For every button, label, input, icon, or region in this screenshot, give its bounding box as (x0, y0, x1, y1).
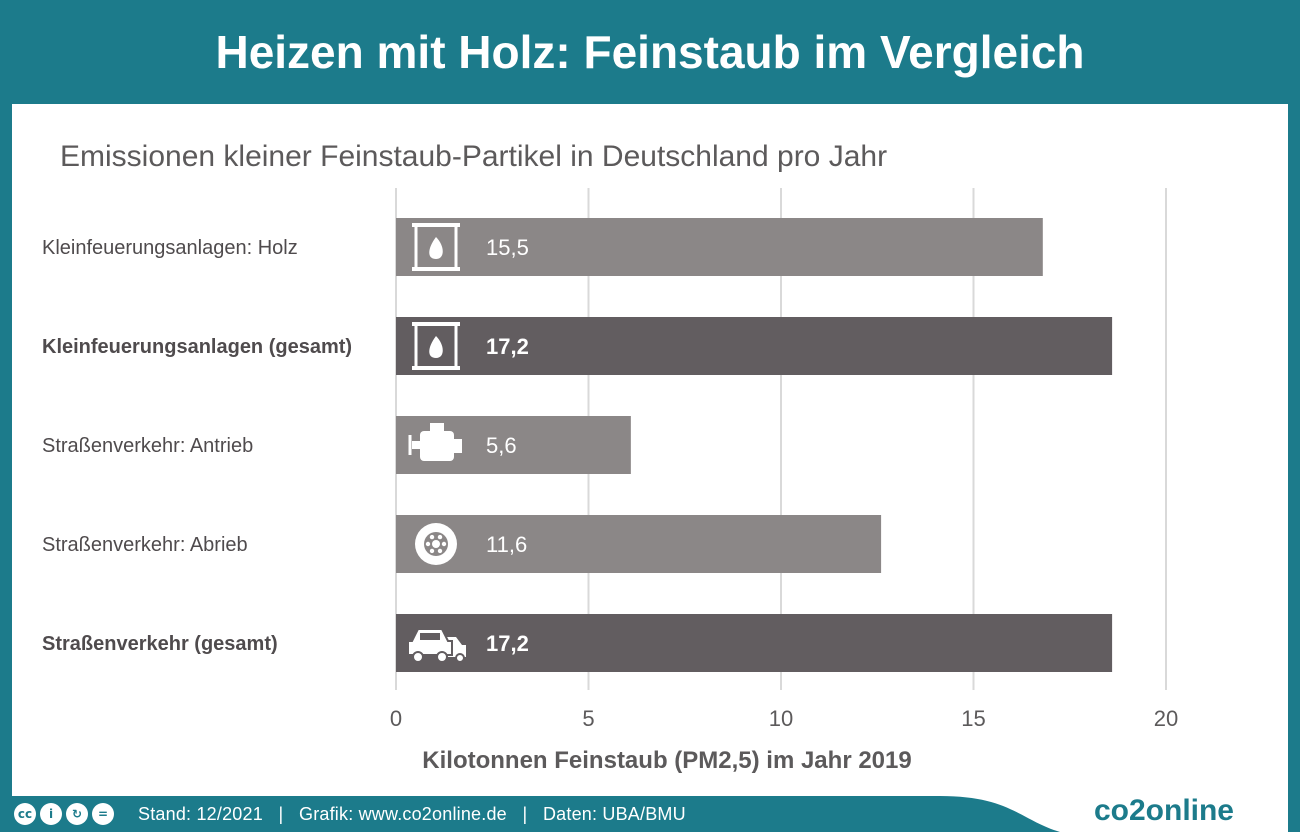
x-tick-label: 10 (769, 706, 793, 731)
bar-group: 5,6 (396, 416, 631, 474)
bar-value-label: 15,5 (486, 235, 529, 260)
engine-icon (408, 423, 462, 461)
cars-icon (407, 628, 466, 663)
footer: cc i ↻ = Stand: 12/2021 | Grafik: www.co… (0, 796, 1300, 832)
category-labels: Kleinfeuerungsanlagen: Holz Kleinfeuerung… (42, 237, 352, 655)
bar-group: 17,2 (396, 614, 1113, 672)
bar (396, 317, 1113, 375)
nd-icon: = (92, 803, 114, 825)
by-icon: i (40, 803, 62, 825)
category-label: Straßenverkehr: Abrieb (42, 534, 248, 556)
x-tick-label: 20 (1154, 706, 1178, 731)
bar (396, 614, 1113, 672)
fireplace-icon (412, 322, 460, 370)
category-label: Kleinfeuerungsanlagen (gesamt) (42, 336, 352, 358)
license-icons[interactable]: cc i ↻ = (14, 803, 114, 825)
x-tick-label: 15 (961, 706, 985, 731)
cc-icon: cc (14, 803, 36, 825)
x-tick-label: 5 (582, 706, 594, 731)
tire-icon (415, 523, 457, 565)
header-bar (0, 0, 1300, 104)
x-axis-label: Kilotonnen Feinstaub (PM2,5) im Jahr 201… (422, 747, 911, 774)
footer-credits: Stand: 12/2021 | Grafik: www.co2online.d… (138, 803, 686, 824)
x-tick-labels: 0 5 10 15 20 (390, 706, 1178, 731)
bar-value-label: 11,6 (486, 532, 527, 557)
chart-title: Emissionen kleiner Feinstaub-Partikel in… (60, 140, 888, 173)
bars: 15,5 17,2 5,6 11,6 17,2 (396, 218, 1113, 672)
category-label: Straßenverkehr (gesamt) (42, 633, 278, 655)
bar-group: 17,2 (396, 317, 1113, 375)
bar-value-label: 17,2 (486, 334, 529, 359)
category-label: Kleinfeuerungsanlagen: Holz (42, 237, 298, 259)
bar-value-label: 5,6 (486, 433, 517, 458)
bar-group: 11,6 (396, 515, 882, 573)
bar (396, 515, 882, 573)
bar (396, 218, 1043, 276)
category-label: Straßenverkehr: Antrieb (42, 435, 253, 457)
x-tick-label: 0 (390, 706, 402, 731)
page-title: Heizen mit Holz: Feinstaub im Vergleich (215, 26, 1085, 78)
bar-value-label: 17,2 (486, 631, 529, 656)
bar-group: 15,5 (396, 218, 1043, 276)
footer-wave (0, 780, 1300, 832)
co2online-logo[interactable]: co2online (1093, 794, 1234, 827)
fireplace-icon (412, 223, 460, 271)
sa-icon: ↻ (66, 803, 88, 825)
